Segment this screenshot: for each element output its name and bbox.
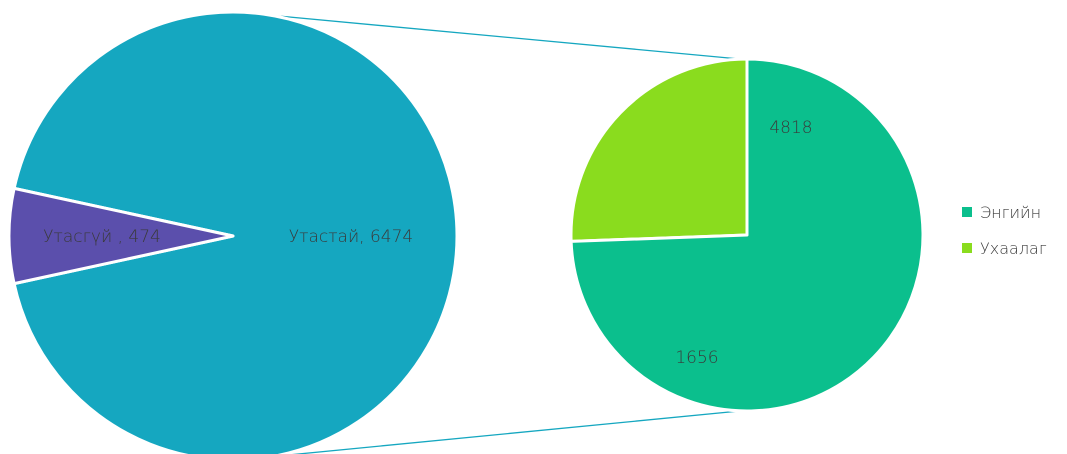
connector-bottom	[291, 410, 741, 454]
legend-label-engiin: Энгийн	[980, 202, 1042, 222]
slice-utasgui	[7, 186, 235, 286]
secondary-pie	[569, 57, 925, 413]
legend-item-ukhaalag: Ухаалаг	[962, 230, 1047, 266]
connector-lines	[271, 14, 741, 454]
legend: Энгийн Ухаалаг	[962, 194, 1047, 266]
data-label-ukhaalag: 1656	[675, 348, 718, 368]
legend-label-ukhaalag: Ухаалаг	[980, 238, 1047, 258]
data-label-utastai: Утастай, 6474	[289, 227, 413, 247]
slice-ukhaalag	[569, 57, 749, 243]
slice-utastai	[12, 10, 459, 454]
primary-pie	[7, 10, 459, 454]
data-label-utasgui: Утасгүй , 474	[43, 227, 161, 247]
legend-swatch-ukhaalag	[962, 243, 972, 253]
slice-engiin	[569, 57, 925, 413]
legend-item-engiin: Энгийн	[962, 194, 1047, 230]
data-label-engiin: 4818	[769, 118, 812, 138]
data-labels: Утастай, 6474 Утасгүй , 474 4818 1656	[43, 118, 813, 368]
legend-swatch-engiin	[962, 207, 972, 217]
connector-top	[271, 14, 741, 60]
